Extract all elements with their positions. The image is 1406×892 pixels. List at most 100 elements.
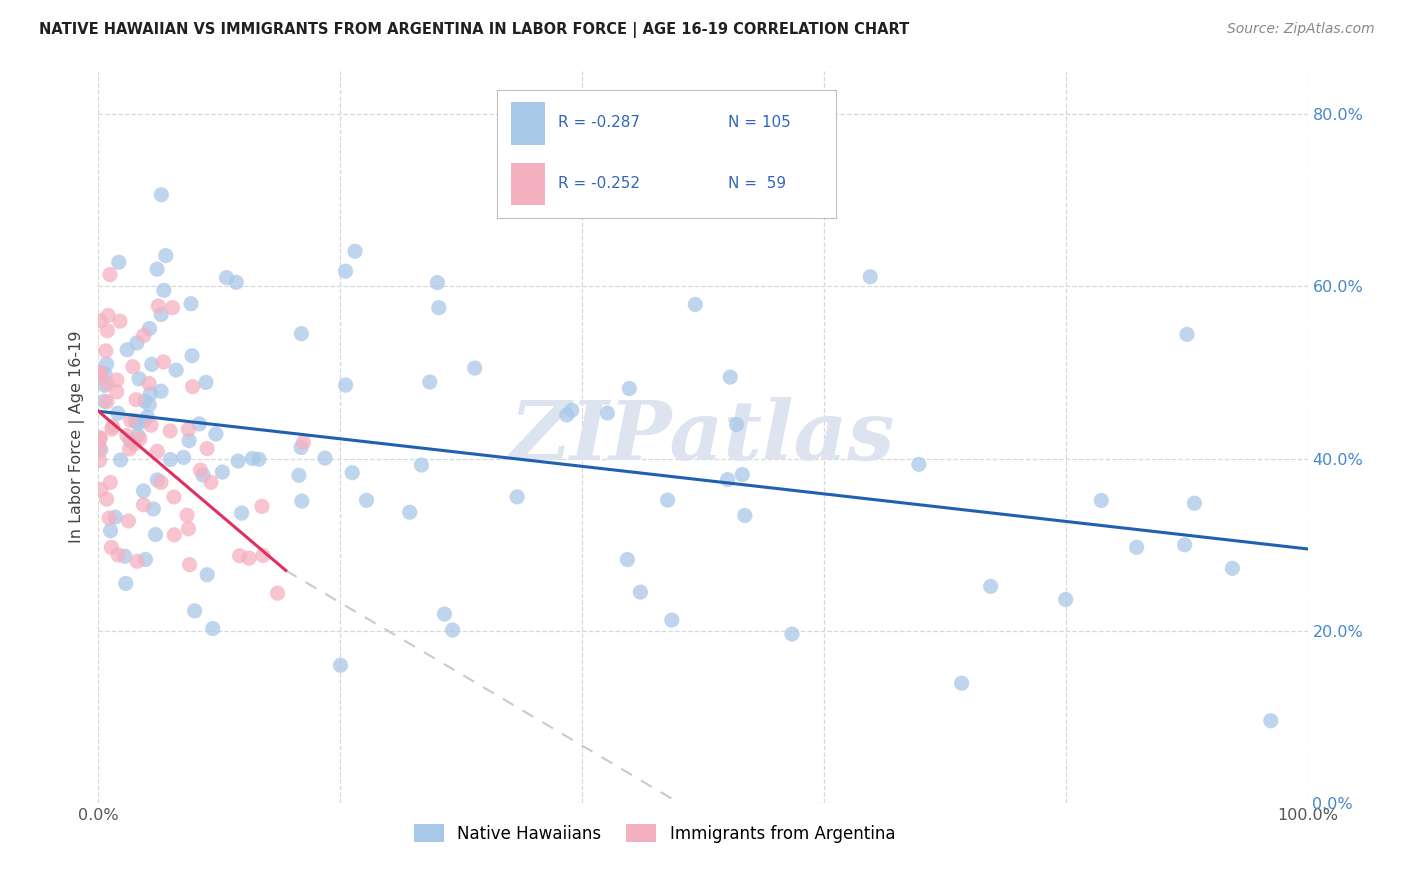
Point (114, 549, 136, 564)
Point (101, 419, 124, 434)
Point (1175, 327, 1198, 342)
Point (107, 255, 129, 269)
Point (120, 413, 142, 427)
Point (150, 308, 173, 322)
Point (335, 264, 357, 278)
Point (134, 552, 156, 566)
Point (96, 394, 118, 409)
Point (98, 268, 121, 282)
Point (138, 376, 160, 391)
Point (107, 406, 129, 420)
Point (335, 378, 357, 392)
Point (1174, 538, 1197, 552)
Point (89, 431, 111, 445)
Point (132, 328, 155, 343)
Point (250, 500, 273, 514)
Point (118, 442, 141, 456)
Point (288, 468, 311, 483)
Point (195, 442, 218, 456)
Point (344, 244, 367, 259)
Point (427, 301, 450, 315)
Point (90, 483, 112, 497)
Point (100, 541, 122, 555)
Point (110, 453, 132, 467)
Point (115, 428, 138, 442)
Point (163, 490, 186, 504)
Point (93, 394, 115, 409)
Point (180, 297, 202, 311)
Point (127, 554, 149, 568)
Point (188, 417, 211, 431)
Point (100, 524, 122, 538)
Point (290, 441, 312, 455)
Point (179, 558, 201, 572)
Point (159, 424, 181, 438)
Point (96, 324, 118, 338)
Point (195, 567, 218, 582)
Point (134, 394, 156, 409)
Point (176, 508, 198, 523)
Point (132, 498, 155, 512)
Point (159, 452, 181, 467)
Point (555, 408, 578, 422)
Point (200, 475, 222, 490)
Point (105, 384, 128, 399)
Point (247, 452, 270, 467)
Point (731, 467, 754, 482)
Point (628, 585, 651, 599)
Legend: Native Hawaiians, Immigrants from Argentina: Native Hawaiians, Immigrants from Argent… (408, 818, 901, 849)
Point (619, 382, 641, 396)
Point (194, 376, 217, 390)
Point (734, 508, 756, 523)
Point (506, 490, 529, 504)
Point (94, 367, 117, 381)
Point (150, 384, 173, 399)
Point (89, 366, 111, 380)
Point (115, 343, 138, 357)
Point (104, 510, 127, 524)
Point (292, 435, 315, 450)
Point (225, 275, 247, 289)
Point (105, 373, 128, 387)
Point (129, 432, 152, 446)
Point (228, 549, 250, 563)
Y-axis label: In Labor Force | Age 16-19: In Labor Force | Age 16-19 (69, 331, 86, 543)
Point (89, 431, 111, 445)
Point (419, 375, 441, 389)
Point (266, 586, 288, 600)
Point (725, 417, 748, 432)
Point (242, 451, 264, 466)
Point (398, 505, 420, 519)
Point (1090, 493, 1112, 508)
Point (139, 418, 162, 433)
Point (205, 427, 228, 442)
Point (132, 414, 155, 428)
Point (252, 549, 274, 563)
Point (215, 270, 238, 285)
Point (226, 454, 249, 468)
Point (128, 372, 150, 386)
Point (125, 392, 148, 407)
Point (411, 458, 433, 472)
Point (177, 434, 200, 448)
Point (124, 414, 146, 428)
Point (150, 187, 173, 202)
Point (433, 607, 456, 621)
Point (329, 658, 352, 673)
Point (950, 676, 973, 690)
Point (661, 613, 683, 627)
Point (141, 357, 163, 371)
Point (162, 301, 184, 315)
Point (356, 493, 378, 508)
Point (1260, 714, 1282, 728)
Point (127, 428, 149, 442)
Point (165, 363, 187, 377)
Point (138, 321, 160, 335)
Point (136, 409, 159, 424)
Point (201, 622, 224, 636)
Point (181, 349, 204, 363)
Point (290, 326, 312, 341)
Point (97, 309, 120, 323)
Point (314, 451, 336, 466)
Point (124, 437, 146, 451)
